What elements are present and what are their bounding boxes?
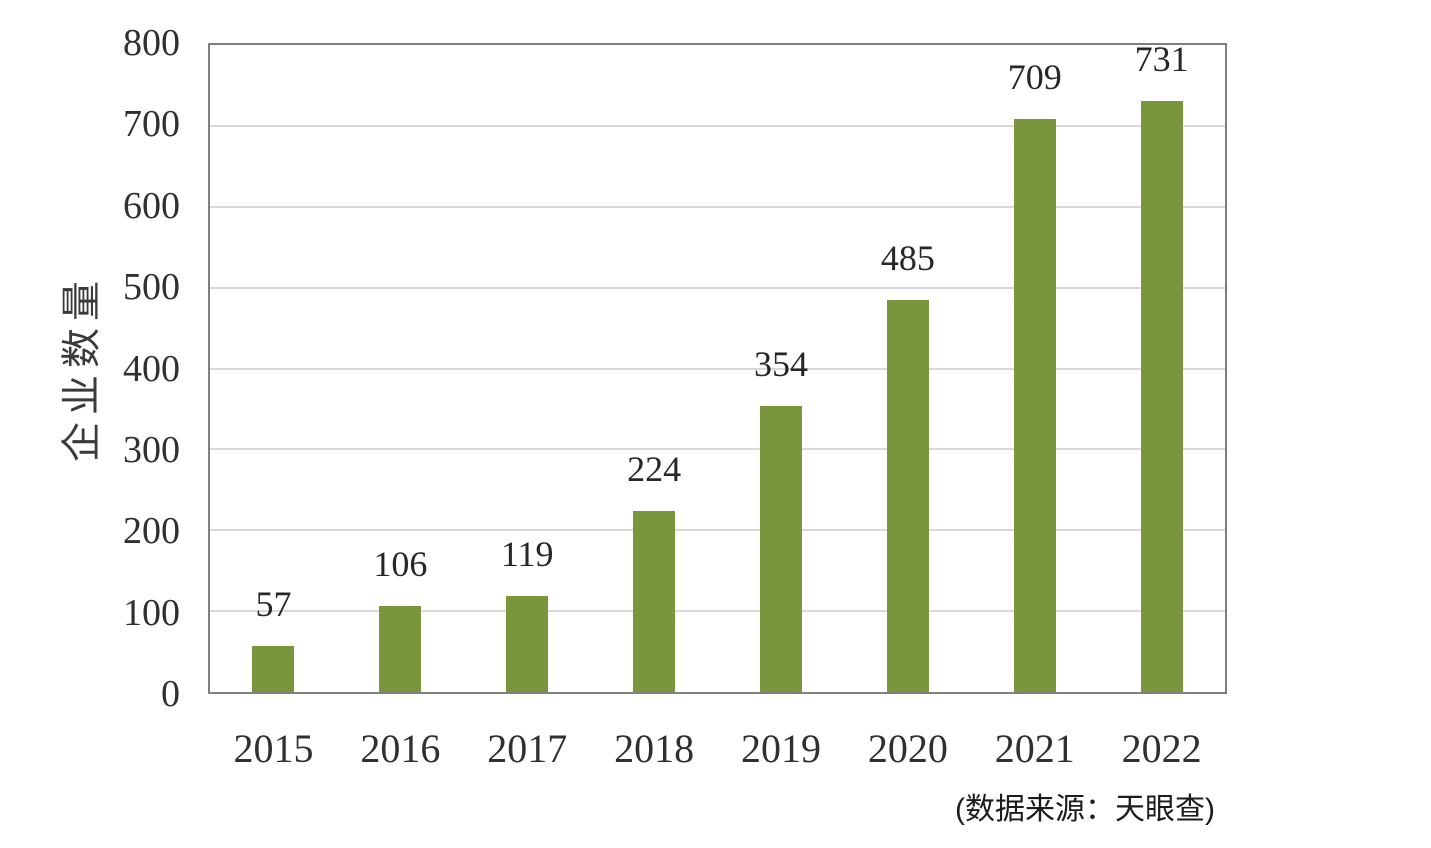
- x-tick-label: 2016: [360, 726, 441, 771]
- bar-2018: [633, 510, 676, 692]
- bar-value-label: 224: [627, 448, 682, 489]
- x-tick-label: 2021: [994, 726, 1075, 771]
- gridline: [210, 205, 1225, 208]
- bar-value-label: 106: [373, 544, 428, 585]
- gridline: [210, 124, 1225, 127]
- x-axis: 2015 2016 2017 2018 2019 2020 2021 2022: [210, 729, 1225, 777]
- gridline: [210, 529, 1225, 532]
- data-source-note: (数据来源：天眼查): [955, 793, 1215, 826]
- bar-value-label: 485: [880, 237, 935, 278]
- x-tick-label: 2022: [1121, 726, 1202, 771]
- bar-value-label: 354: [753, 343, 808, 384]
- bar-2019: [759, 405, 802, 692]
- x-tick-label: 2015: [233, 726, 314, 771]
- y-tick-label: 500: [123, 266, 180, 309]
- y-tick-label: 600: [123, 184, 180, 227]
- x-tick-label: 2020: [867, 726, 948, 771]
- gridline: [210, 367, 1225, 370]
- bar-2022: [1140, 100, 1183, 692]
- x-tick-label: 2019: [740, 726, 821, 771]
- bar-value-label: 119: [500, 533, 554, 574]
- gridline: [210, 610, 1225, 613]
- bar-2016: [379, 606, 422, 692]
- y-tick-label: 400: [123, 347, 180, 390]
- y-axis: 0 100 200 300 400 500 600 700 800: [0, 23, 180, 714]
- y-tick-label: 800: [123, 22, 180, 64]
- y-tick-label: 0: [161, 673, 180, 715]
- bar-value-label: 709: [1007, 56, 1062, 97]
- gridline: [210, 448, 1225, 451]
- y-tick-label: 200: [123, 510, 180, 553]
- bar-2017: [506, 595, 549, 692]
- bar-2021: [1013, 118, 1056, 692]
- bar-2020: [886, 299, 929, 692]
- y-tick-label: 300: [123, 428, 180, 471]
- bar-2015: [252, 645, 295, 692]
- x-tick-label: 2017: [487, 726, 568, 771]
- gridline: [210, 286, 1225, 289]
- plot-area: 57 106 119 224 354 485 709 731: [208, 38, 1227, 694]
- y-tick-label: 700: [123, 103, 180, 146]
- x-tick-label: 2018: [614, 726, 695, 771]
- bar-value-label: 57: [255, 583, 292, 624]
- y-tick-label: 100: [123, 591, 180, 634]
- bar-value-label: 731: [1134, 38, 1189, 79]
